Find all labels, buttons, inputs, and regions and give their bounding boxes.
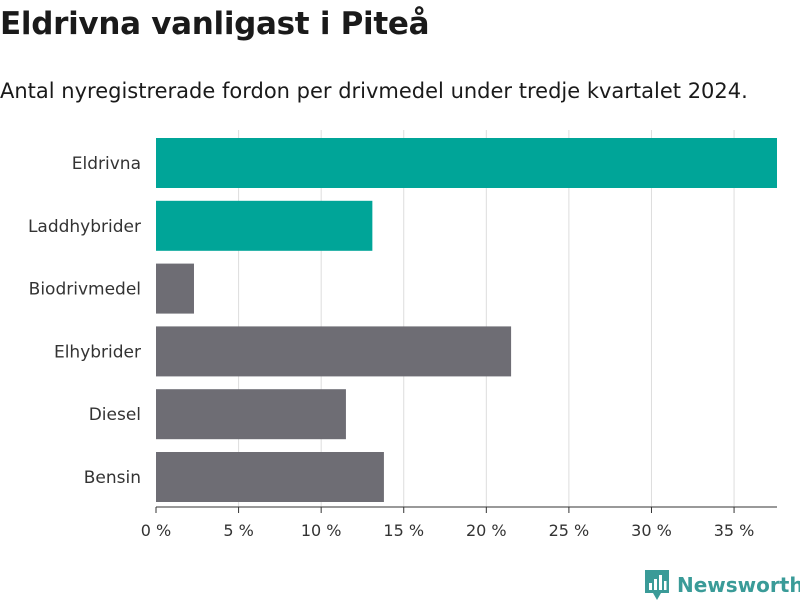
category-label: Diesel (89, 405, 141, 425)
bar-biodrivmedel (156, 263, 194, 314)
bar-diesel (156, 389, 346, 440)
category-label: Bensin (84, 468, 141, 488)
bar-laddhybrider (156, 200, 373, 251)
newsworthy-logo-icon (645, 570, 669, 600)
chart-title: Eldrivna vanligast i Piteå (0, 6, 430, 42)
bar-bensin (156, 452, 384, 502)
bar-elhybrider (156, 326, 512, 377)
category-label: Biodrivmedel (29, 280, 141, 300)
x-tick-label: 20 % (466, 521, 507, 540)
brand-name: Newsworthy (677, 573, 800, 597)
x-tick-label: 10 % (301, 521, 342, 540)
brand-logo: Newsworthy (644, 569, 800, 600)
x-tick-label: 5 % (223, 521, 253, 540)
chart-subtitle: Antal nyregistrerade fordon per drivmede… (0, 79, 748, 103)
x-tick-label: 25 % (549, 521, 590, 540)
bar-eldrivna (156, 138, 777, 188)
category-label: Elhybrider (54, 342, 141, 362)
x-tick-label: 0 % (141, 521, 171, 540)
category-label: Eldrivna (72, 154, 141, 174)
category-label: Laddhybrider (28, 217, 141, 237)
x-tick-label: 35 % (714, 521, 755, 540)
x-tick-label: 15 % (383, 521, 424, 540)
x-tick-label: 30 % (631, 521, 672, 540)
